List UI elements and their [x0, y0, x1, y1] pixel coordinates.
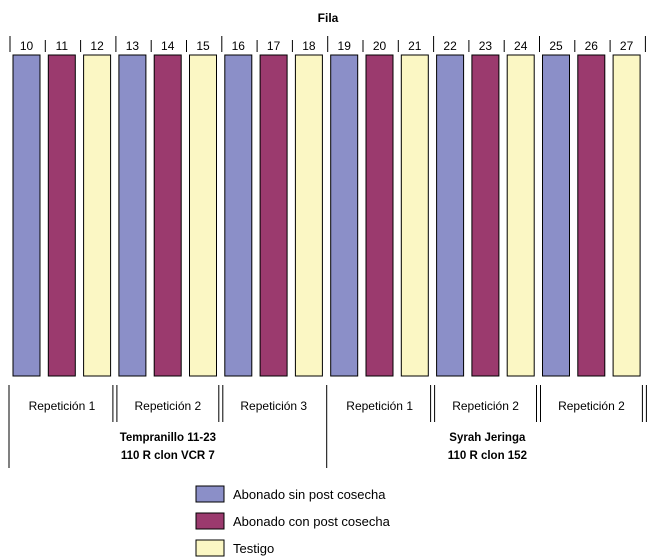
repetition-label: Repetición 2	[558, 399, 625, 413]
row-numbers: 10 11 12 13 14 15 16 17 18 19 20 21 22 23 24 25 26 27	[20, 39, 634, 53]
legend-label: Testigo	[233, 541, 274, 556]
row-bar-abonado-sin	[118, 54, 147, 377]
row-bar-abonado-con	[259, 54, 288, 377]
row-number: 12	[90, 39, 104, 53]
row-number: 20	[373, 39, 387, 53]
row-bar-abonado-con	[365, 54, 394, 377]
row-bar-abonado-con	[47, 54, 76, 377]
row-number: 15	[196, 39, 210, 53]
row-bar-testigo	[294, 54, 323, 377]
repetition-label: Repetición 1	[29, 399, 96, 413]
repetition-label: Repetición 2	[134, 399, 201, 413]
row-bar-abonado-sin	[436, 54, 465, 377]
diagram-title: Fila	[318, 11, 339, 25]
row-number: 17	[267, 39, 281, 53]
legend-swatch	[195, 512, 225, 530]
row-number: 13	[126, 39, 140, 53]
row-number: 26	[585, 39, 599, 53]
row-bar-abonado-sin	[224, 54, 253, 377]
row-bar-abonado-sin	[12, 54, 41, 377]
row-number: 14	[161, 39, 175, 53]
repetition-labels: Repetición 1 Repetición 2 Repetición 3 Repe…	[29, 399, 626, 413]
row-bar-abonado-con	[577, 54, 606, 377]
row-bar-abonado-sin	[542, 54, 570, 377]
row-bar-testigo	[400, 54, 429, 377]
row-number: 27	[620, 39, 634, 53]
legend: Abonado sin post cosecha Abonado con post…	[195, 485, 391, 557]
group-rootstock: 110 R clon 152	[448, 450, 527, 462]
repetition-label: Repetición 3	[240, 399, 307, 413]
row-number: 10	[20, 39, 34, 53]
row-number-dividers	[9, 36, 646, 52]
row-number: 21	[408, 39, 422, 53]
row-bar-testigo	[612, 54, 641, 377]
row-number: 23	[479, 39, 493, 53]
row-number: 18	[302, 39, 316, 53]
variety-groups: Tempranillo 11-23 110 R clon VCR 7 Syrah J…	[120, 432, 527, 462]
row-bars	[12, 54, 641, 377]
row-bar-abonado-con	[471, 54, 500, 377]
legend-label: Abonado sin post cosecha	[233, 487, 386, 502]
row-bar-testigo	[189, 54, 217, 377]
group-rootstock: 110 R clon VCR 7	[121, 450, 215, 462]
row-bar-testigo	[83, 54, 112, 377]
row-number: 19	[338, 39, 352, 53]
repetition-label: Repetición 2	[452, 399, 519, 413]
legend-swatch	[195, 539, 225, 557]
repetition-label: Repetición 1	[346, 399, 413, 413]
row-bar-abonado-sin	[330, 54, 359, 377]
row-number: 11	[56, 39, 69, 53]
group-name: Tempranillo 11-23	[120, 432, 216, 444]
row-number: 25	[549, 39, 563, 53]
group-name: Syrah Jeringa	[449, 432, 526, 444]
row-bar-abonado-con	[153, 54, 182, 377]
repetition-dividers	[8, 385, 647, 468]
legend-swatch	[195, 485, 225, 503]
row-number: 16	[232, 39, 246, 53]
row-number: 22	[443, 39, 457, 53]
row-number: 24	[514, 39, 528, 53]
row-bar-testigo	[506, 54, 535, 377]
legend-label: Abonado con post cosecha	[233, 514, 391, 529]
